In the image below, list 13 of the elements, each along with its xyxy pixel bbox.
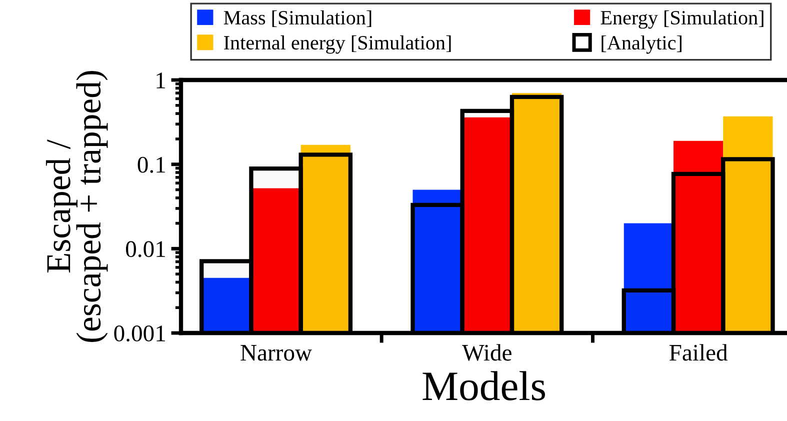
legend-label: Mass [Simulation]	[224, 10, 372, 28]
legend-label: Internal energy [Simulation]	[224, 35, 451, 54]
y-axis-title: Escaped / (escaped + trapped)	[46, 70, 108, 342]
legend-label: [Analytic]	[602, 35, 682, 54]
x-tick-label: Wide	[462, 344, 512, 361]
y-tick-label: 0.1	[138, 156, 165, 173]
x-axis-title: Models	[422, 371, 545, 400]
legend-label: Energy [Simulation]	[600, 10, 764, 29]
x-tick-label: Failed	[669, 344, 728, 361]
x-tick-label: Narrow	[240, 345, 312, 361]
y-tick-label: 0.001	[114, 325, 165, 342]
y-tick-label: 0.01	[126, 241, 165, 258]
y-tick-label: 1	[156, 72, 165, 88]
